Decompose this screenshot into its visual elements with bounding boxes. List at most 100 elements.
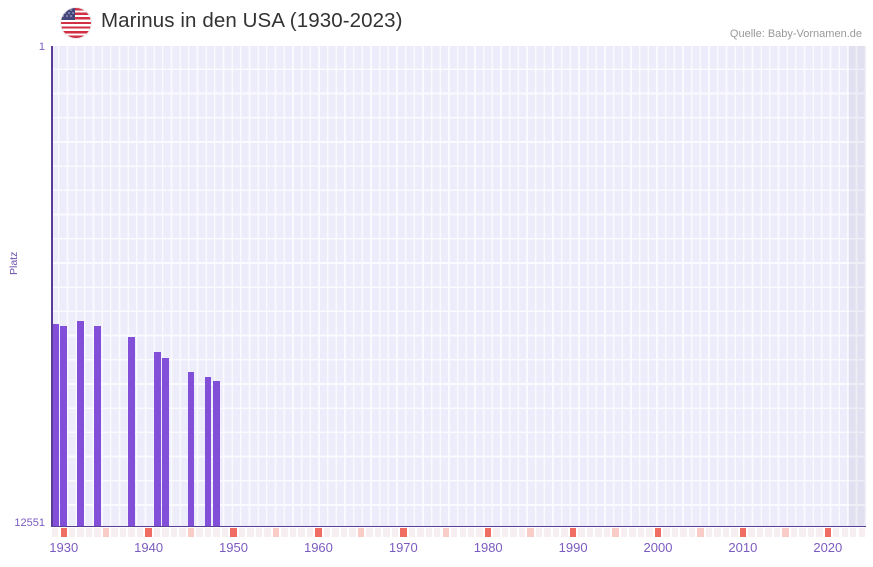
x-tickmark-minor [663,528,670,537]
x-tickmark-minor [289,528,297,537]
x-tickmark-minor [688,528,696,537]
x-tickmark-minor [748,528,755,537]
bar[interactable] [162,358,169,526]
x-tickmark-minor [451,528,458,537]
horizontal-gridlines [51,46,866,526]
x-axis-tick-label: 1980 [473,540,503,555]
page-title: Marinus in den USA (1930-2023) [101,9,403,32]
x-tickmark-minor [187,528,195,537]
x-tickmark-minor [349,528,356,537]
x-axis-tick-label: 1990 [558,540,588,555]
x-tickmark-minor [136,528,144,537]
x-tickmark-minor [765,528,772,537]
bar[interactable] [128,337,136,526]
x-tickmark-minor [255,528,263,537]
x-tickmark-minor [119,528,127,537]
x-tickmark-minor [561,528,568,537]
x-tickmark-minor [816,528,823,537]
x-tickmark-minor [408,528,416,537]
x-tickmark-minor [586,528,594,537]
x-tickmark-minor [578,528,585,537]
x-tickmark-minor [111,528,118,537]
x-tickmark-minor [697,528,704,537]
x-tickmark-minor [476,528,483,537]
bar[interactable] [187,372,195,526]
x-tickmark-minor [459,528,466,537]
x-tickmark-minor [366,528,373,537]
x-tickmark-minor [281,528,288,537]
us-flag-icon [61,8,91,38]
x-tickmark-minor [535,528,543,537]
bar[interactable] [204,376,212,526]
x-axis-line [51,525,866,528]
x-tickmark-minor [629,528,636,537]
x-tickmark-major [315,528,322,537]
x-tickmark-minor [790,528,798,537]
x-tickmark-minor [238,528,246,537]
x-tickmark-minor [94,528,101,537]
x-tickmark-minor [442,528,449,537]
x-tickmark-minor [213,528,220,537]
x-tickmark-minor [493,528,500,537]
y-axis-line [51,46,53,526]
plot-area [51,46,866,526]
bar[interactable] [153,351,161,526]
x-tickmark-minor [374,528,382,537]
x-tickmark-minor [170,528,178,537]
x-tickmark-minor [722,528,730,537]
x-axis-tick-label: 1960 [303,540,333,555]
bar[interactable] [94,326,102,526]
x-tickmark-major [400,528,407,537]
x-tickmark-minor [247,528,254,537]
x-tickmark-minor [714,528,721,537]
x-tickmark-minor [52,528,59,537]
x-tickmark-minor [510,528,517,537]
x-tickmark-minor [680,528,687,537]
x-tickmark-minor [833,528,840,537]
x-tickmark-minor [323,528,331,537]
x-tickmark-major [484,528,492,537]
x-tickmark-minor [68,528,76,537]
bar[interactable] [77,321,85,526]
x-tickmark-minor [340,528,348,537]
x-tickmark-major [654,528,662,537]
bar[interactable] [213,381,220,526]
x-tickmark-minor [468,528,475,537]
x-tickmark-minor [646,528,653,537]
x-axis-tick-label: 1930 [49,540,79,555]
x-tickmark-minor [527,528,534,537]
x-tickmark-minor [332,528,339,537]
x-axis-tick-label: 2000 [643,540,673,555]
x-tickmark-major [145,528,152,537]
x-tickmark-major [60,528,67,537]
x-tickmark-minor [179,528,186,537]
x-tickmark-minor [153,528,161,537]
x-tickmark-minor [731,528,738,537]
flag-canton [61,8,75,20]
x-tickmark-minor [544,528,551,537]
x-tickmark-minor [434,528,441,537]
bar[interactable] [51,324,59,526]
x-tickmark-major [569,528,577,537]
chart-header: Marinus in den USA (1930-2023) Quelle: B… [0,0,873,44]
x-axis-tick-label: 2020 [813,540,843,555]
x-tickmark-minor [705,528,713,537]
x-tickmark-minor [272,528,280,537]
x-tickmark-minor [306,528,314,537]
x-axis-tick-label: 1970 [388,540,418,555]
x-tickmark-minor [501,528,509,537]
x-axis-tick-label: 2010 [728,540,758,555]
x-tickmark-major [230,528,237,537]
x-tickmark-minor [162,528,169,537]
x-tickmark-minor [671,528,679,537]
x-tickmark-minor [799,528,806,537]
x-tickmark-minor [357,528,365,537]
x-tickmark-minor [807,528,815,537]
bar[interactable] [60,326,68,526]
x-tickmark-minor [756,528,764,537]
x-tickmark-minor [264,528,271,537]
x-tickmark-minor [128,528,135,537]
x-tickmark-minor [417,528,424,537]
source-credit: Quelle: Baby-Vornamen.de [729,28,862,40]
x-tickmark-minor [518,528,526,537]
